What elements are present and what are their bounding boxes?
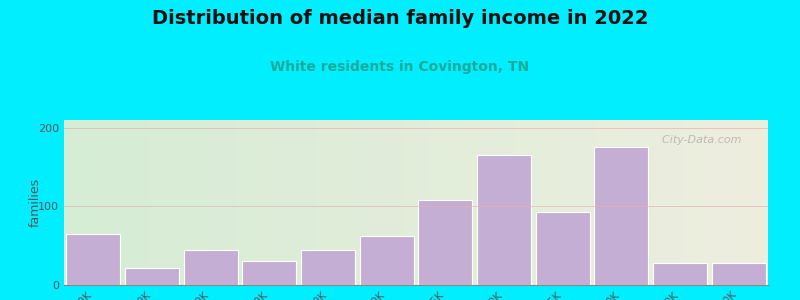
Text: City-Data.com: City-Data.com bbox=[655, 135, 742, 145]
Bar bbox=[184, 250, 238, 285]
Bar bbox=[536, 212, 590, 285]
Y-axis label: families: families bbox=[29, 178, 42, 227]
Bar bbox=[594, 148, 648, 285]
Bar bbox=[66, 234, 120, 285]
Text: Distribution of median family income in 2022: Distribution of median family income in … bbox=[152, 9, 648, 28]
Bar bbox=[477, 155, 531, 285]
Bar bbox=[418, 200, 472, 285]
Text: White residents in Covington, TN: White residents in Covington, TN bbox=[270, 60, 530, 74]
Bar bbox=[301, 250, 355, 285]
Bar bbox=[653, 263, 707, 285]
Bar bbox=[242, 261, 296, 285]
Bar bbox=[712, 263, 766, 285]
Bar bbox=[360, 236, 414, 285]
Bar bbox=[125, 268, 179, 285]
